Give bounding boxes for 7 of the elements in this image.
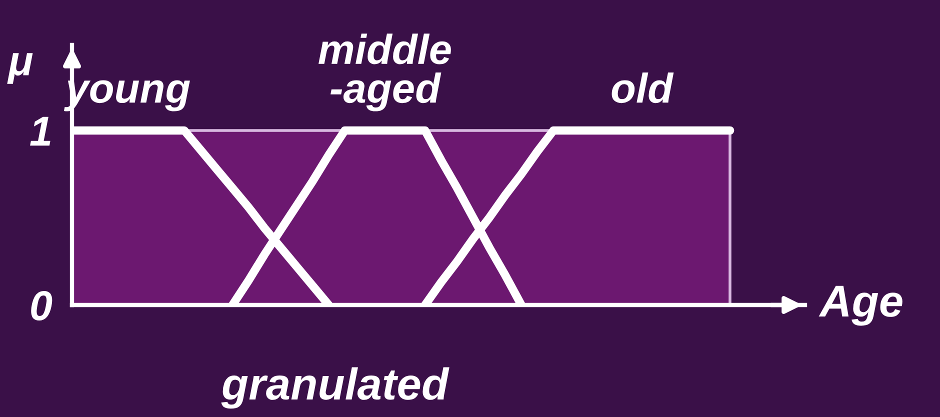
series-label: middle -aged	[318, 34, 451, 112]
series-label: old	[612, 72, 674, 104]
y-tick-label: 1	[30, 116, 50, 146]
text: granulated	[221, 367, 450, 409]
x-axis-title: Age	[818, 286, 902, 326]
y-tick-label: 0	[31, 291, 52, 321]
y-axis-title: μ	[7, 53, 33, 84]
